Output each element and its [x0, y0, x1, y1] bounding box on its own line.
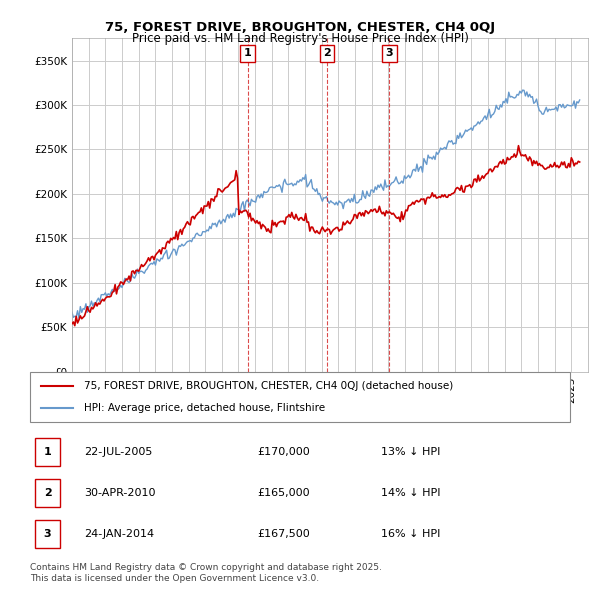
Text: 2: 2 — [323, 48, 331, 58]
FancyBboxPatch shape — [30, 372, 570, 422]
Text: 1: 1 — [44, 447, 52, 457]
Text: 1: 1 — [244, 48, 251, 58]
Text: 16% ↓ HPI: 16% ↓ HPI — [381, 529, 440, 539]
Text: £167,500: £167,500 — [257, 529, 310, 539]
Text: 3: 3 — [44, 529, 52, 539]
FancyBboxPatch shape — [35, 478, 60, 507]
FancyBboxPatch shape — [35, 438, 60, 466]
Text: 75, FOREST DRIVE, BROUGHTON, CHESTER, CH4 0QJ (detached house): 75, FOREST DRIVE, BROUGHTON, CHESTER, CH… — [84, 381, 453, 391]
Text: HPI: Average price, detached house, Flintshire: HPI: Average price, detached house, Flin… — [84, 403, 325, 413]
Text: 14% ↓ HPI: 14% ↓ HPI — [381, 488, 440, 498]
Text: 75, FOREST DRIVE, BROUGHTON, CHESTER, CH4 0QJ: 75, FOREST DRIVE, BROUGHTON, CHESTER, CH… — [105, 21, 495, 34]
FancyBboxPatch shape — [35, 520, 60, 548]
Text: £165,000: £165,000 — [257, 488, 310, 498]
Text: 24-JAN-2014: 24-JAN-2014 — [84, 529, 154, 539]
Text: 2: 2 — [44, 488, 52, 498]
Text: 30-APR-2010: 30-APR-2010 — [84, 488, 155, 498]
Text: 22-JUL-2005: 22-JUL-2005 — [84, 447, 152, 457]
Text: Price paid vs. HM Land Registry's House Price Index (HPI): Price paid vs. HM Land Registry's House … — [131, 32, 469, 45]
Text: 3: 3 — [386, 48, 393, 58]
Text: £170,000: £170,000 — [257, 447, 310, 457]
Text: Contains HM Land Registry data © Crown copyright and database right 2025.
This d: Contains HM Land Registry data © Crown c… — [30, 563, 382, 583]
Text: 13% ↓ HPI: 13% ↓ HPI — [381, 447, 440, 457]
